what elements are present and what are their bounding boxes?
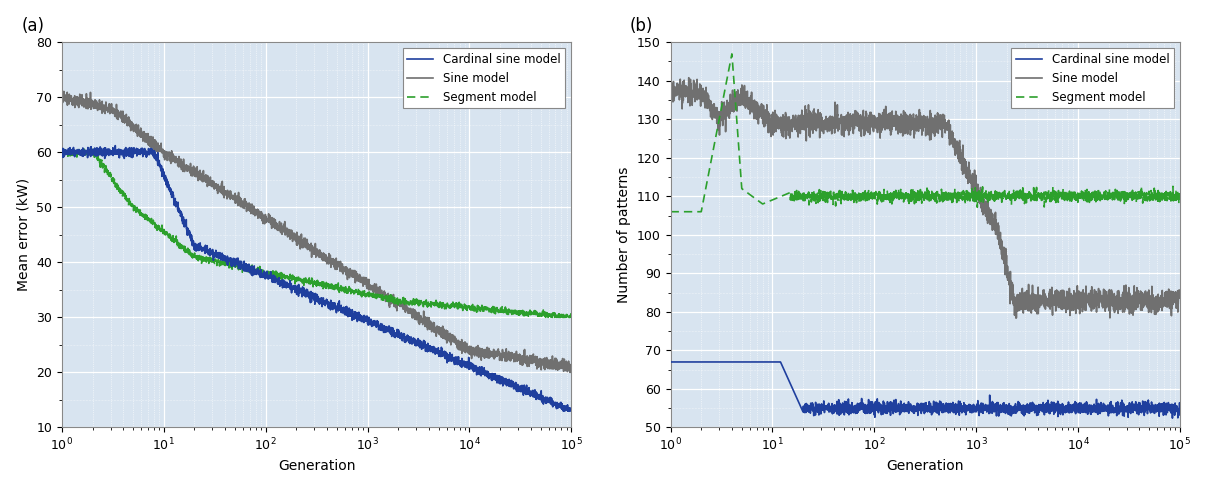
Sine model: [57, 88, 71, 94]
Y-axis label: Mean error (kW): Mean error (kW): [17, 178, 30, 292]
Segment model: [751, 198, 766, 204]
Cardinal sine model: [144, 150, 158, 156]
Segment model: [1108, 195, 1122, 201]
Sine model: [663, 87, 678, 93]
Segment model: [725, 51, 739, 57]
Sine model: [563, 369, 577, 375]
Sine model: [1108, 307, 1122, 313]
Cardinal sine model: [881, 407, 895, 413]
Segment model: [82, 145, 97, 151]
Cardinal sine model: [663, 359, 678, 365]
Cardinal sine model: [751, 359, 766, 365]
Sine model: [144, 141, 158, 147]
Text: (b): (b): [629, 17, 654, 34]
Sine model: [499, 353, 513, 359]
Legend: Cardinal sine model, Sine model, Segment model: Cardinal sine model, Sine model, Segment…: [402, 48, 565, 108]
Segment model: [54, 147, 69, 152]
Cardinal sine model: [1162, 406, 1177, 412]
Sine model: [751, 109, 766, 115]
Sine model: [881, 125, 895, 131]
Cardinal sine model: [1166, 415, 1180, 421]
Cardinal sine model: [272, 279, 286, 285]
Sine model: [1009, 315, 1023, 321]
Cardinal sine model: [1173, 412, 1187, 418]
Sine model: [1173, 295, 1187, 301]
Segment model: [1173, 195, 1187, 201]
Legend: Cardinal sine model, Sine model, Segment model: Cardinal sine model, Sine model, Segment…: [1011, 48, 1174, 108]
Sine model: [859, 108, 873, 114]
Cardinal sine model: [554, 404, 569, 410]
Sine model: [250, 206, 265, 212]
Text: (a): (a): [22, 17, 45, 34]
Cardinal sine model: [54, 146, 69, 151]
Segment model: [663, 209, 678, 215]
Line: Sine model: Sine model: [62, 91, 571, 372]
Segment model: [144, 219, 158, 224]
Cardinal sine model: [721, 359, 736, 365]
Cardinal sine model: [114, 148, 128, 154]
Line: Sine model: Sine model: [670, 78, 1180, 318]
Sine model: [564, 364, 579, 370]
Y-axis label: Number of patterns: Number of patterns: [617, 167, 632, 303]
Segment model: [881, 191, 895, 197]
Cardinal sine model: [250, 270, 265, 276]
Sine model: [272, 219, 286, 224]
Segment model: [1163, 192, 1178, 197]
Sine model: [1163, 306, 1178, 312]
Sine model: [114, 112, 128, 118]
Cardinal sine model: [1108, 405, 1122, 411]
Segment model: [564, 315, 579, 320]
Segment model: [499, 309, 513, 315]
Cardinal sine model: [108, 143, 122, 148]
Sine model: [721, 113, 736, 119]
Cardinal sine model: [556, 408, 570, 414]
Cardinal sine model: [859, 402, 873, 408]
Sine model: [681, 75, 696, 81]
X-axis label: Generation: Generation: [887, 459, 964, 473]
Cardinal sine model: [499, 383, 513, 389]
Segment model: [114, 184, 128, 190]
Sine model: [54, 96, 69, 101]
Segment model: [272, 272, 286, 278]
X-axis label: Generation: Generation: [278, 459, 355, 473]
Line: Cardinal sine model: Cardinal sine model: [670, 362, 1180, 418]
Segment model: [250, 269, 265, 274]
Line: Cardinal sine model: Cardinal sine model: [62, 146, 571, 411]
Cardinal sine model: [564, 408, 579, 414]
Line: Segment model: Segment model: [670, 54, 1180, 212]
Sine model: [554, 361, 569, 367]
Line: Segment model: Segment model: [62, 148, 571, 318]
Segment model: [721, 68, 736, 74]
Segment model: [554, 314, 569, 319]
Segment model: [541, 315, 556, 320]
Segment model: [859, 192, 873, 198]
